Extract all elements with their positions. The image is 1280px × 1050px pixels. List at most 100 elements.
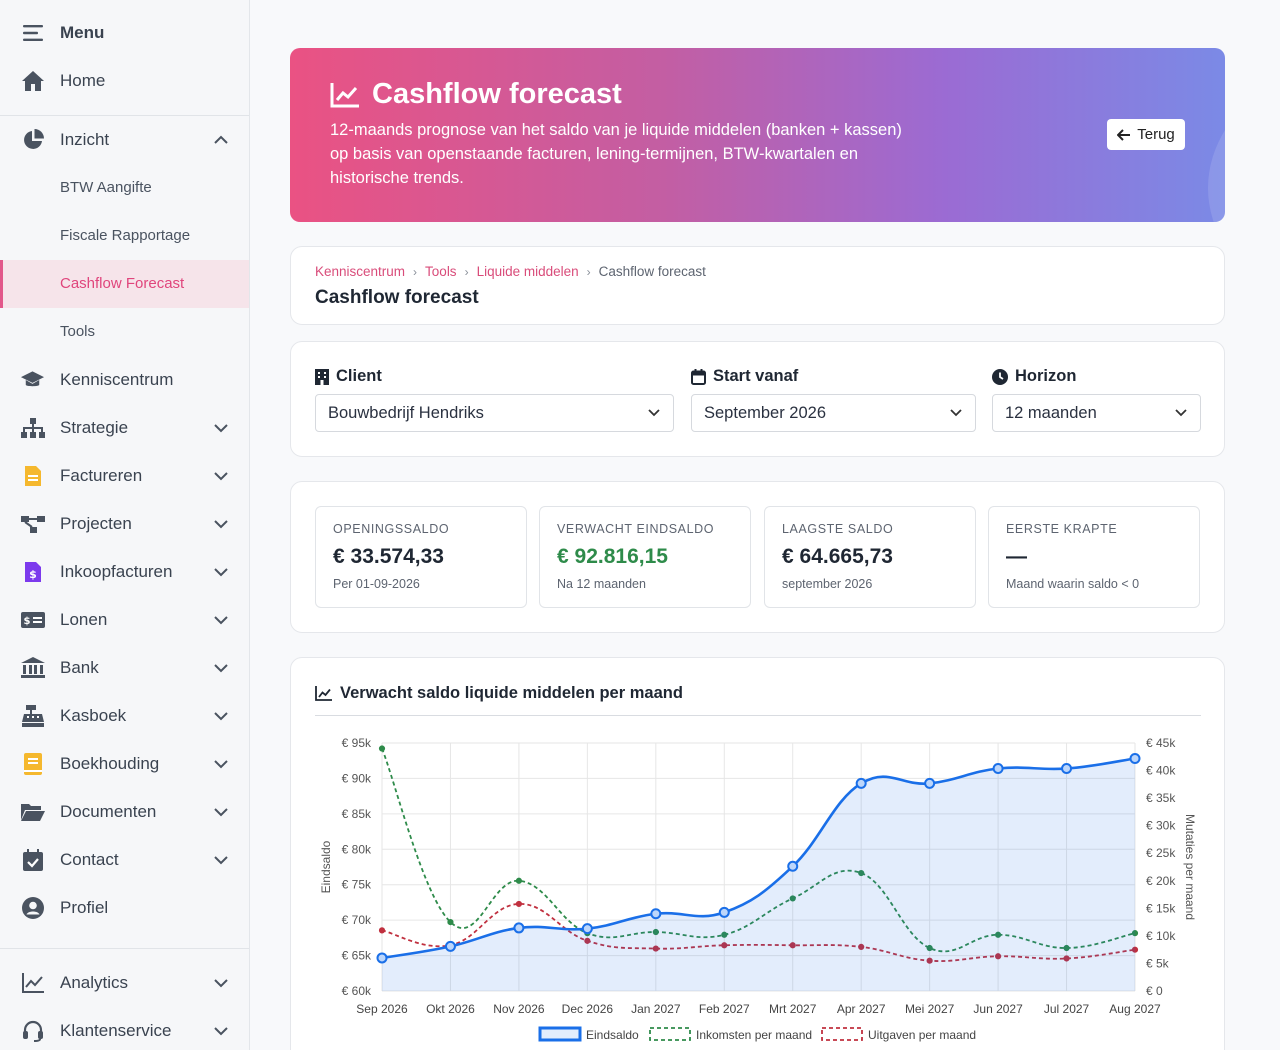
data-point-eindsaldo [855, 777, 867, 789]
sidebar-item-klantenservice[interactable]: Klantenservice [0, 1011, 249, 1050]
sidebar-item-factureren[interactable]: Factureren [0, 456, 249, 496]
client-select[interactable]: Bouwbedrijf Hendriks [315, 394, 674, 432]
invoice-icon [20, 464, 45, 488]
series-line-inkomsten-per-maand [381, 748, 1136, 953]
kpi-label: LAAGSTE SALDO [782, 522, 894, 536]
chevron-down-icon [214, 520, 228, 529]
chevron-down-icon [214, 856, 228, 865]
client-label: Client [315, 367, 382, 386]
sidebar-item-home[interactable]: Home [0, 61, 249, 101]
sidebar-item-strategie[interactable]: Strategie [0, 408, 249, 448]
x-tick-label: Mrt 2027 [769, 1002, 817, 1016]
calendar-check-icon [20, 848, 45, 872]
sidebar-item-contact[interactable]: Contact [0, 840, 249, 880]
sidebar-divider [0, 948, 249, 949]
chart-heading: Verwacht saldo liquide middelen per maan… [315, 684, 683, 703]
data-point-inkomsten-per-maand [994, 931, 1002, 938]
y-tick-label: € 95k [342, 736, 372, 750]
kpi-eerste-krapte: EERSTE KRAPTE — Maand waarin saldo < 0 [988, 506, 1200, 608]
chevron-down-icon [214, 808, 228, 817]
data-point-inkomsten-per-maand [1131, 930, 1139, 937]
sidebar-item-kasboek[interactable]: Kasboek [0, 696, 249, 736]
breadcrumb-link-tools[interactable]: Tools [425, 264, 457, 279]
legend-label: Inkomsten per maand [696, 1028, 812, 1042]
y-tick-label: € 90k [342, 771, 372, 785]
sidebar-subitem-fiscale-rapportage[interactable]: Fiscale Rapportage [0, 212, 249, 260]
kpi-value: — [1006, 545, 1027, 568]
data-point-inkomsten-per-maand [378, 745, 386, 752]
back-button[interactable]: Terug [1107, 119, 1185, 150]
sidebar-item-projecten[interactable]: Projecten [0, 504, 249, 544]
sidebar: Menu Home Inzicht BTW Aangifte Fiscale R… [0, 0, 250, 1050]
data-point-eindsaldo [787, 860, 799, 872]
menu-toggle[interactable]: Menu [0, 13, 249, 53]
breadcrumb-link-kenniscentrum[interactable]: Kenniscentrum [315, 264, 406, 279]
sidebar-item-analytics[interactable]: Analytics [0, 963, 249, 1003]
book-icon [20, 752, 45, 776]
y2-tick-label: € 25k [1146, 846, 1176, 860]
sitemap-icon [20, 416, 45, 440]
bank-icon [20, 656, 45, 680]
arrow-left-icon [1117, 128, 1131, 141]
sidebar-subitem-tools[interactable]: Tools [0, 308, 249, 356]
cash-register-icon [20, 704, 45, 728]
hero-title: Cashflow forecast [372, 78, 622, 110]
chevron-down-icon [214, 712, 228, 721]
sidebar-item-profiel[interactable]: Profiel [0, 888, 249, 928]
y2-tick-label: € 5k [1146, 956, 1170, 970]
sidebar-item-label: Inkoopfacturen [60, 562, 173, 581]
kpi-subtext: Na 12 maanden [557, 577, 646, 591]
data-point-uitgaven-per-maand [378, 927, 386, 934]
calendar-icon [691, 368, 706, 385]
data-point-inkomsten-per-maand [789, 895, 796, 902]
sidebar-item-kenniscentrum[interactable]: Kenniscentrum [0, 360, 249, 400]
home-icon [20, 69, 45, 93]
horizon-select[interactable]: 12 maanden [992, 394, 1201, 432]
sidebar-subitem-btw-aangifte[interactable]: BTW Aangifte [0, 164, 249, 212]
folder-open-icon [20, 800, 45, 824]
filters-card: Client Bouwbedrijf Hendriks Start vanaf … [290, 341, 1225, 457]
chevron-down-icon [214, 979, 228, 988]
sidebar-item-label: Kasboek [60, 706, 127, 725]
chart-divider [315, 715, 1201, 716]
clock-icon [992, 368, 1008, 385]
breadcrumb-link-liquide-middelen[interactable]: Liquide middelen [476, 264, 579, 279]
data-point-inkomsten-per-maand [447, 919, 454, 926]
sidebar-item-label: Klantenservice [60, 1021, 172, 1040]
series-line-uitgaven-per-maand [381, 903, 1136, 962]
kpi-verwacht-eindsaldo: VERWACHT EINDSALDO € 92.816,15 Na 12 maa… [539, 506, 751, 608]
sidebar-item-inzicht[interactable]: Inzicht [0, 120, 249, 160]
y-tick-label: € 60k [342, 984, 372, 998]
client-select-value: Bouwbedrijf Hendriks [328, 403, 484, 422]
sidebar-item-inkoopfacturen[interactable]: $ Inkoopfacturen [0, 552, 249, 592]
hero-description: 12-maands prognose van het saldo van je … [330, 121, 902, 187]
sidebar-item-lonen[interactable]: $ Lonen [0, 600, 249, 640]
data-point-inkomsten-per-maand [1063, 944, 1070, 952]
data-point-eindsaldo [581, 923, 593, 935]
kpi-laagste-saldo: LAAGSTE SALDO € 64.665,73 september 2026 [764, 506, 976, 608]
kpi-value: € 33.574,33 [333, 545, 444, 568]
page-header-card: Kenniscentrum › Tools › Liquide middelen… [290, 246, 1225, 325]
x-tick-label: Nov 2026 [493, 1002, 545, 1016]
start-month-select[interactable]: September 2026 [691, 394, 976, 432]
sidebar-item-documenten[interactable]: Documenten [0, 792, 249, 832]
y-tick-label: € 70k [342, 913, 372, 927]
cashflow-chart: € 60k € 65k € 70k € 75k € 80k € 85k € 90k € 95k… [319, 736, 1197, 1042]
x-tick-label: Sep 2026 [356, 1002, 408, 1016]
kpi-card: OPENINGSSALDO € 33.574,33 Per 01-09-2026… [290, 481, 1225, 633]
chevron-down-icon [214, 1027, 228, 1036]
sidebar-subitem-label: Tools [60, 323, 96, 340]
data-point-eindsaldo [444, 940, 456, 952]
sidebar-item-label: Lonen [60, 610, 108, 629]
sidebar-item-label: Home [60, 71, 106, 90]
sidebar-item-boekhouding[interactable]: Boekhouding [0, 744, 249, 784]
svg-text:$: $ [23, 616, 30, 627]
sidebar-item-bank[interactable]: Bank [0, 648, 249, 688]
y2-tick-label: € 20k [1146, 874, 1176, 888]
chevron-down-icon [214, 616, 228, 625]
hamburger-icon [20, 21, 45, 45]
breadcrumb: Kenniscentrum › Tools › Liquide middelen… [315, 264, 706, 279]
kpi-subtext: Per 01-09-2026 [333, 577, 420, 591]
sidebar-subitem-cashflow-forecast[interactable]: Cashflow Forecast [0, 260, 249, 308]
data-point-uitgaven-per-maand [858, 943, 865, 951]
